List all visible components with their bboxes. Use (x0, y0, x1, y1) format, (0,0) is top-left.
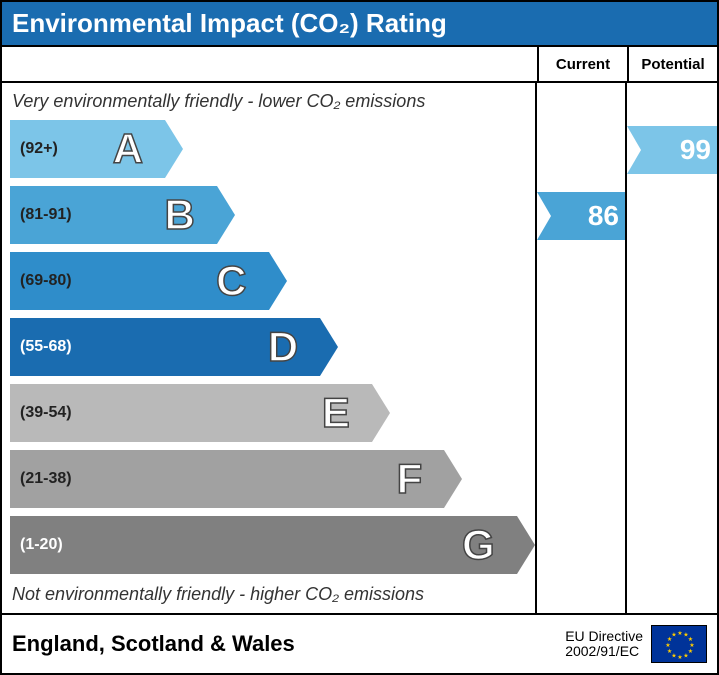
band-bar-g: (1-20) G (10, 516, 517, 574)
bands-column: Very environmentally friendly - lower CO… (2, 83, 537, 613)
band-bar-d: (55-68) D (10, 318, 320, 376)
band-range: (55-68) (20, 338, 72, 356)
svg-text:★: ★ (665, 642, 670, 649)
chart-grid: Current Potential Very environmentally f… (2, 47, 717, 615)
chevron-right-icon (372, 384, 390, 442)
band-letter: G (462, 521, 495, 569)
band-range: (21-38) (20, 470, 72, 488)
current-column: 86 (537, 83, 627, 613)
band-letter: C (216, 257, 246, 305)
chart-title: Environmental Impact (CO₂) Rating (2, 2, 717, 47)
pointer-cut (627, 126, 641, 174)
pointer-cut (537, 192, 551, 240)
band-range: (92+) (20, 140, 58, 158)
chevron-right-icon (269, 252, 287, 310)
caption-top: Very environmentally friendly - lower CO… (10, 89, 527, 114)
svg-text:★: ★ (683, 652, 688, 659)
caption-bottom: Not environmentally friendly - higher CO… (10, 582, 527, 607)
band-bar-e: (39-54) E (10, 384, 372, 442)
band-letter: E (322, 389, 350, 437)
rating-chart: Environmental Impact (CO₂) Rating Curren… (0, 0, 719, 675)
band-row: (39-54) E (10, 384, 527, 442)
svg-text:★: ★ (667, 648, 672, 655)
band-letter: B (164, 191, 194, 239)
footer-directive: EU Directive 2002/91/EC (565, 629, 643, 660)
header-spacer (2, 47, 537, 83)
band-range: (1-20) (20, 536, 63, 554)
band-row: (55-68) D (10, 318, 527, 376)
chevron-right-icon (517, 516, 535, 574)
footer: England, Scotland & Wales EU Directive 2… (2, 615, 717, 673)
pointer-potential: 99 (627, 126, 717, 174)
svg-text:★: ★ (688, 636, 693, 643)
band-bar-a: (92+) A (10, 120, 165, 178)
band-range: (69-80) (20, 272, 72, 290)
band-bar-b: (81-91) B (10, 186, 217, 244)
band-range: (81-91) (20, 206, 72, 224)
band-row: (92+) A (10, 120, 527, 178)
chevron-right-icon (165, 120, 183, 178)
band-list: (92+) A (81-91) B (69-80) C (55-68) D (39-54) E (2… (10, 114, 527, 582)
footer-right: EU Directive 2002/91/EC ★★★★★★★★★★★★ (565, 625, 707, 663)
eu-flag-icon: ★★★★★★★★★★★★ (651, 625, 707, 663)
chevron-right-icon (320, 318, 338, 376)
pointer-value: 86 (574, 200, 619, 232)
svg-text:★: ★ (677, 630, 682, 637)
directive-line2: 2002/91/EC (565, 643, 639, 659)
potential-column: 99 (627, 83, 717, 613)
band-letter: A (113, 125, 143, 173)
band-bar-f: (21-38) F (10, 450, 444, 508)
header-current: Current (537, 47, 627, 83)
footer-region: England, Scotland & Wales (12, 631, 295, 657)
band-row: (81-91) B (10, 186, 527, 244)
band-bar-c: (69-80) C (10, 252, 269, 310)
band-row: (69-80) C (10, 252, 527, 310)
svg-text:★: ★ (671, 632, 676, 639)
svg-text:★: ★ (677, 654, 682, 661)
pointer-current: 86 (537, 192, 625, 240)
band-letter: F (397, 455, 423, 503)
band-row: (1-20) G (10, 516, 527, 574)
band-row: (21-38) F (10, 450, 527, 508)
band-range: (39-54) (20, 404, 72, 422)
directive-line1: EU Directive (565, 628, 643, 644)
chevron-right-icon (444, 450, 462, 508)
band-letter: D (268, 323, 298, 371)
pointer-value: 99 (666, 134, 711, 166)
chevron-right-icon (217, 186, 235, 244)
svg-text:★: ★ (689, 642, 694, 649)
header-potential: Potential (627, 47, 717, 83)
